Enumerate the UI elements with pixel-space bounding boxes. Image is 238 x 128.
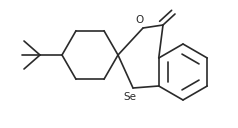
Text: O: O [135, 15, 143, 25]
Text: Se: Se [124, 92, 137, 102]
